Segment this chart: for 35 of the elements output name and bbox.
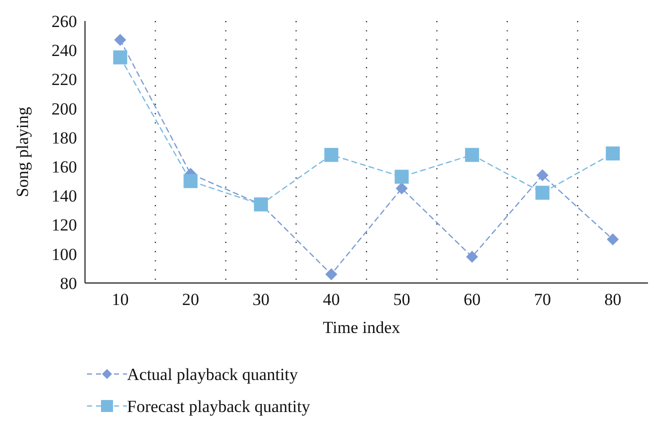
legend-label: Forecast playback quantity: [127, 396, 311, 416]
y-tick-label: 160: [52, 158, 77, 177]
point: [396, 182, 408, 194]
x-tick-label: 50: [393, 290, 410, 309]
point: [184, 174, 198, 188]
x-tick-label: 40: [322, 290, 340, 309]
y-tick-label: 180: [52, 128, 77, 148]
point: [113, 50, 128, 64]
x-tick-label: 60: [464, 290, 481, 309]
point: [394, 170, 409, 184]
point: [114, 34, 126, 46]
x-axis-title: Time index: [322, 318, 401, 337]
point: [536, 169, 548, 182]
x-tick-label: 70: [534, 290, 551, 309]
y-tick-label: 220: [52, 70, 77, 90]
point: [324, 148, 338, 162]
y-tick-label: 120: [52, 216, 77, 235]
point: [325, 268, 338, 280]
point: [466, 250, 478, 263]
x-tick-label: 20: [182, 290, 200, 309]
point: [606, 233, 619, 246]
x-tick-label: 80: [604, 290, 622, 309]
x-tick-label: 10: [112, 290, 129, 309]
point: [606, 146, 620, 160]
y-tick-label: 240: [52, 41, 77, 60]
y-tick-label: 260: [52, 12, 77, 31]
y-tick-label: 200: [52, 99, 77, 118]
y-tick-label: 100: [52, 244, 77, 264]
point: [465, 148, 480, 162]
y-axis-title: Song playing: [13, 106, 32, 198]
point: [535, 186, 550, 200]
x-tick-label: 30: [252, 290, 270, 309]
y-tick-label: 80: [60, 274, 77, 293]
legend-label: Actual playback quantity: [127, 364, 298, 384]
y-tick-label: 140: [52, 186, 77, 206]
